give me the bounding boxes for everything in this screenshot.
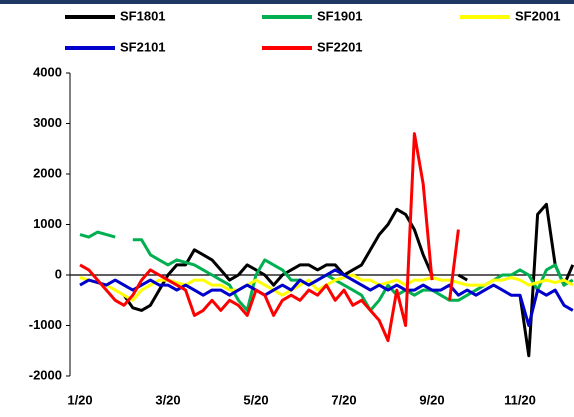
series-line bbox=[79, 230, 574, 312]
y-tick-label: 1000 bbox=[33, 216, 62, 231]
x-tick-label: 3/20 bbox=[155, 392, 180, 407]
y-tick-label: -1000 bbox=[29, 317, 62, 332]
legend-label: SF2101 bbox=[120, 39, 166, 54]
y-tick-label: 0 bbox=[55, 266, 62, 281]
x-tick-label: 9/20 bbox=[419, 392, 444, 407]
y-tick-label: -2000 bbox=[29, 367, 62, 382]
y-tick-label: 3000 bbox=[33, 115, 62, 130]
legend-label: SF2001 bbox=[515, 8, 561, 23]
legend-label: SF1901 bbox=[317, 8, 363, 23]
x-tick-label: 11/20 bbox=[504, 392, 536, 407]
series-line bbox=[79, 268, 574, 327]
y-tick-label: 2000 bbox=[33, 165, 62, 180]
legend-label: SF2201 bbox=[317, 39, 363, 54]
x-tick-label: 7/20 bbox=[331, 392, 356, 407]
top-band bbox=[0, 0, 574, 4]
y-tick-label: 4000 bbox=[33, 64, 62, 79]
x-tick-label: 5/20 bbox=[243, 392, 268, 407]
series-line bbox=[79, 132, 460, 343]
legend-label: SF1801 bbox=[120, 8, 166, 23]
x-tick-label: 1/20 bbox=[67, 392, 92, 407]
